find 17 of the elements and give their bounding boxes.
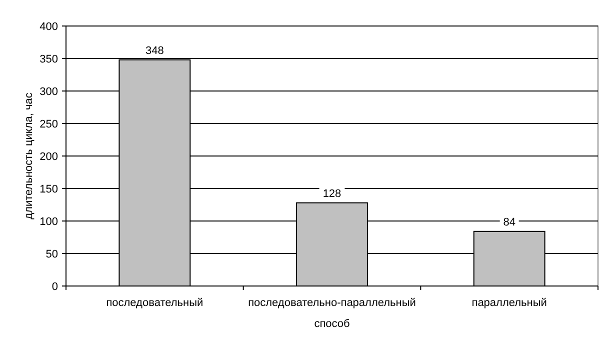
data-label: 348 [145, 44, 164, 57]
y-axis-title: длительность цикла, час [23, 92, 35, 220]
y-tick-label: 250 [40, 118, 58, 130]
y-tick-label: 150 [40, 183, 58, 196]
x-tick-label: последовательно-параллельный [248, 297, 416, 309]
y-tick-label: 350 [40, 53, 58, 66]
x-axis-title: способ [314, 318, 350, 330]
y-tick-label: 400 [40, 20, 58, 33]
x-tick-label: последовательный [106, 297, 204, 309]
data-label: 128 [322, 188, 342, 200]
y-tick-label: 0 [52, 280, 58, 293]
y-tick-label: 50 [46, 248, 58, 260]
y-tick-label: 100 [40, 216, 58, 228]
data-label: 84 [503, 216, 516, 228]
x-tick-label: параллельный [472, 297, 547, 309]
y-tick-label: 200 [40, 150, 58, 163]
y-tick-label: 300 [40, 86, 58, 98]
